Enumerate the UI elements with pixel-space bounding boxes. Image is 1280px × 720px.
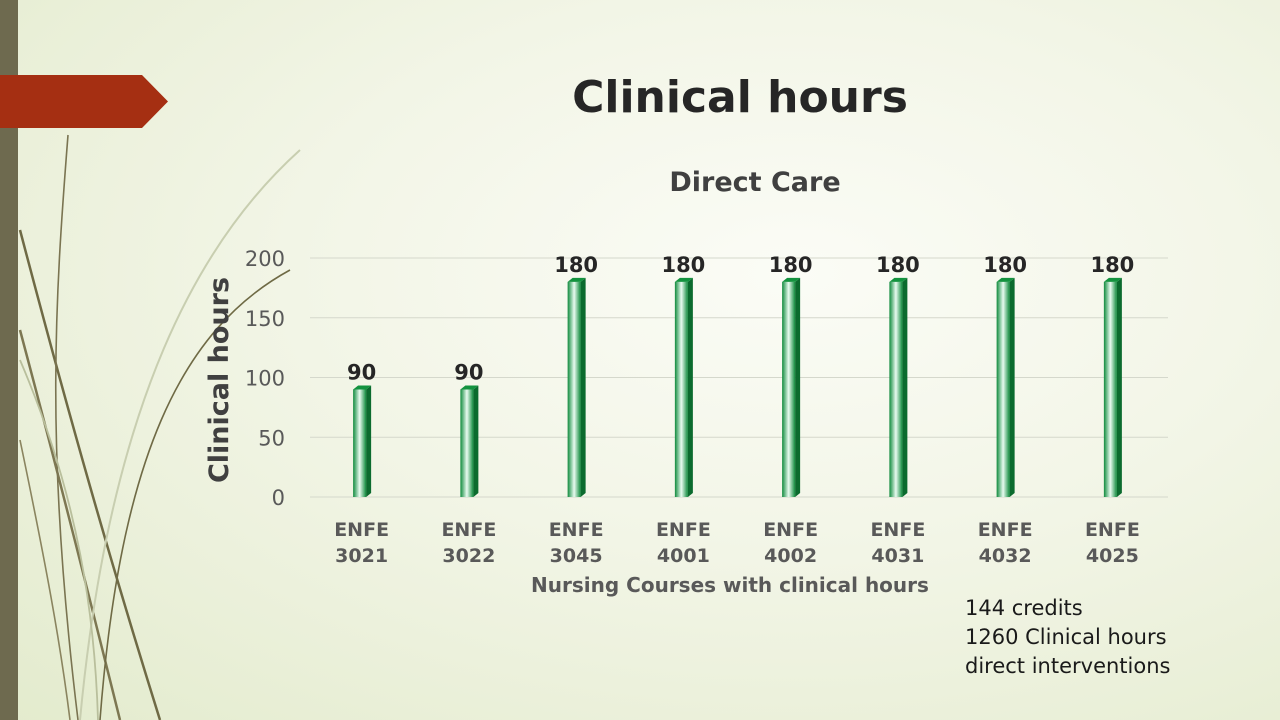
data-label: 90 <box>454 360 483 384</box>
x-tick-label: ENFE <box>763 519 818 541</box>
bar <box>674 277 693 497</box>
x-tick-label: 4025 <box>1086 545 1139 567</box>
x-tick-label: 3021 <box>335 545 388 567</box>
x-tick-label: 3045 <box>550 545 603 567</box>
data-label: 180 <box>983 253 1027 277</box>
note-line: direct interventions <box>965 654 1171 678</box>
y-axis-label: Clinical hours <box>204 276 235 484</box>
x-tick-label: ENFE <box>549 519 604 541</box>
data-label: 90 <box>347 360 376 384</box>
note-line: 144 credits <box>965 596 1083 620</box>
bar <box>782 277 801 497</box>
data-label: 180 <box>876 253 920 277</box>
data-label: 180 <box>769 253 813 277</box>
summary-note: 144 credits 1260 Clinical hours direct i… <box>965 594 1265 681</box>
slide-title: Clinical hours <box>572 72 908 123</box>
x-tick-label: 4032 <box>979 545 1032 567</box>
x-axis-label: Nursing Courses with clinical hours <box>531 573 929 597</box>
x-tick-label: ENFE <box>656 519 711 541</box>
y-tick-label: 200 <box>245 247 285 271</box>
x-tick-label: ENFE <box>978 519 1033 541</box>
x-tick-label: ENFE <box>441 519 496 541</box>
bar <box>567 277 586 497</box>
y-tick-label: 150 <box>245 307 285 331</box>
x-tick-label: 4031 <box>871 545 924 567</box>
data-label: 180 <box>554 253 598 277</box>
x-tick-label: 4001 <box>657 545 710 567</box>
data-label: 180 <box>661 253 705 277</box>
bar <box>1103 277 1122 497</box>
x-tick-label: 3022 <box>442 545 495 567</box>
y-tick-label: 100 <box>245 367 285 391</box>
x-tick-label: ENFE <box>1085 519 1140 541</box>
decorative-swirls <box>18 134 301 720</box>
y-tick-label: 0 <box>272 486 285 510</box>
bar <box>353 385 372 497</box>
bar <box>996 277 1015 497</box>
title-flag <box>0 75 168 128</box>
x-tick-label: 4002 <box>764 545 817 567</box>
note-line: 1260 Clinical hours <box>965 625 1167 649</box>
data-label: 180 <box>1090 253 1134 277</box>
chart-title: Direct Care <box>669 167 841 198</box>
bar <box>889 277 908 497</box>
bar <box>460 385 479 497</box>
x-tick-label: ENFE <box>334 519 389 541</box>
side-bar <box>0 0 18 720</box>
y-tick-label: 50 <box>258 426 285 450</box>
x-tick-label: ENFE <box>870 519 925 541</box>
